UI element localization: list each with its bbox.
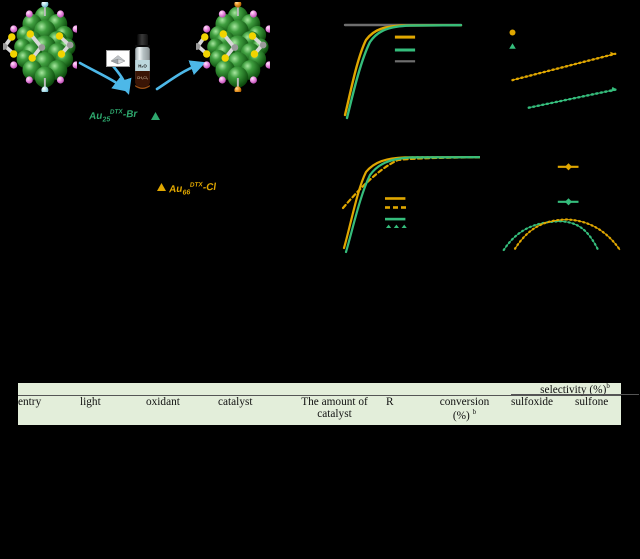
svg-text:H₂O: H₂O — [138, 64, 147, 69]
svg-text:CH₂Cl₂: CH₂Cl₂ — [137, 76, 149, 80]
